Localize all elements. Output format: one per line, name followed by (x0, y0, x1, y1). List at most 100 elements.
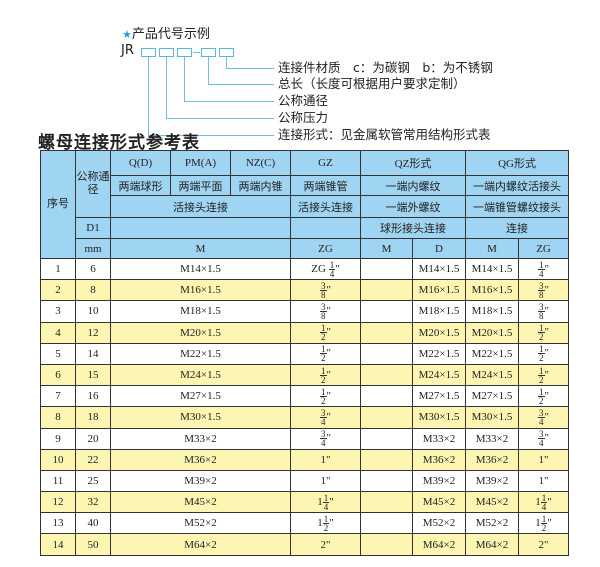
gz-cell: 1 2 " (290, 342, 361, 365)
header-qz: QZ形式 (359, 150, 467, 176)
header-q-desc: 两端球形 (110, 175, 171, 196)
m-cell: M33×2 (110, 427, 291, 450)
qz-m-cell (360, 257, 413, 281)
table-row: 9 20 M33×2 3 4 " M33×2 M33×2 3 4 " (40, 427, 570, 450)
table-row: 8 18 M30×1.5 3 4 " M30×1.5 M30×1.5 3 4 " (40, 406, 570, 429)
table-row: 11 25 M39×2 1" M39×2 M39×2 1" (40, 469, 570, 493)
m-cell: M14×1.5 (110, 257, 291, 281)
qz-m-cell (360, 321, 413, 344)
qg-m-cell: M14×1.5 (465, 257, 520, 281)
value-part: 1 (538, 453, 545, 466)
qg-zg-cell: 1 2 " (518, 363, 570, 387)
qz-d-cell: M27×1.5 (411, 385, 467, 408)
value-part: 1 (320, 453, 327, 466)
gz-cell: 1 1 4 " (290, 491, 361, 514)
nominal-cell: 8 (75, 279, 111, 302)
qg-zg-cell: 1" (518, 469, 570, 493)
gz-cell: 1 1 2 " (290, 512, 361, 535)
header-d1: D1 (75, 217, 111, 239)
gz-cell: ZG 1 4 " (290, 257, 361, 281)
seq-cell: 7 (40, 385, 76, 408)
seq-cell: 6 (40, 363, 76, 387)
qz-d-cell: M33×2 (411, 427, 467, 450)
seq-cell: 13 (40, 512, 76, 535)
header-pm: PM(A) (170, 150, 231, 176)
table-row: 3 10 M18×1.5 3 8 " M18×1.5 M18×1.5 3 8 " (40, 300, 570, 323)
value-part: 1 (317, 516, 323, 529)
m-cell: M64×2 (110, 533, 291, 556)
header-qg-desc1: 一端内螺纹活接头 (465, 175, 570, 196)
code-prefix: JR (121, 43, 134, 58)
nominal-cell: 10 (75, 300, 111, 323)
header-qg-zg: ZG (518, 238, 570, 259)
qz-m-cell (360, 469, 413, 493)
seq-cell: 9 (40, 427, 76, 450)
legend-pressure: 公称压力 (278, 110, 329, 125)
qz-d-cell: M20×1.5 (411, 321, 467, 344)
gz-cell: 1" (290, 448, 361, 471)
table-row: 5 14 M22×1.5 1 2 " M22×1.5 M22×1.5 1 2 " (40, 342, 570, 365)
qg-m-cell: M39×2 (465, 469, 520, 493)
gz-cell: 2" (290, 533, 361, 556)
qg-zg-cell: 1" (518, 448, 570, 471)
header-nz-desc: 两端内锥 (230, 175, 291, 196)
qz-m-cell (360, 342, 413, 365)
gz-cell: 3 8 " (290, 279, 361, 302)
qg-zg-cell: 3 4 " (518, 406, 570, 429)
seq-cell: 4 (40, 321, 76, 344)
legend-diameter: 公称通径 (278, 93, 329, 108)
table-row: 13 40 M52×2 1 1 2 " M52×2 M52×2 1 1 2 " (40, 512, 570, 535)
table-row: 12 32 M45×2 1 1 4 " M45×2 M45×2 1 1 4 " (40, 491, 570, 514)
seq-cell: 2 (40, 279, 76, 302)
m-cell: M39×2 (110, 469, 291, 493)
header-qz-desc1: 一端内螺纹 (359, 175, 467, 196)
gz-cell: 1" (290, 469, 361, 493)
nominal-cell: 25 (75, 469, 111, 493)
m-cell: M36×2 (110, 448, 291, 471)
qg-zg-cell: 2" (518, 533, 570, 556)
gz-cell: 1 2 " (290, 385, 361, 408)
header-zg: ZG (290, 238, 361, 259)
seq-cell: 1 (40, 257, 76, 281)
m-cell: M52×2 (110, 512, 291, 535)
qg-zg-cell: 1 2 " (518, 385, 570, 408)
table-row: 10 22 M36×2 1" M36×2 M36×2 1" (40, 448, 570, 471)
header-gz: GZ (290, 150, 361, 176)
nominal-cell: 22 (75, 448, 111, 471)
value-part: 1 (320, 474, 327, 487)
header-union: 活接头连接 (110, 195, 291, 218)
header-qg-desc3: 连接 (465, 217, 570, 239)
value-part: 2 (538, 538, 545, 551)
star-icon: ★ (122, 28, 132, 41)
qz-m-cell (360, 427, 413, 450)
qg-zg-cell: 1 4 " (518, 257, 570, 281)
seq-cell: 5 (40, 342, 76, 365)
header-qz-desc3: 球形接头连接 (359, 217, 467, 239)
header-seq: 序号 (40, 150, 76, 259)
qg-zg-cell: 1 1 4 " (518, 491, 570, 514)
gz-cell: 3 8 " (290, 300, 361, 323)
qz-m-cell (360, 385, 413, 408)
qg-m-cell: M27×1.5 (465, 385, 520, 408)
nominal-cell: 14 (75, 342, 111, 365)
qg-m-cell: M30×1.5 (465, 406, 520, 429)
m-cell: M18×1.5 (110, 300, 291, 323)
qg-m-cell: M33×2 (465, 427, 520, 450)
gz-cell: 1 2 " (290, 321, 361, 344)
m-cell: M30×1.5 (110, 406, 291, 429)
seq-cell: 12 (40, 491, 76, 514)
qz-d-cell: M18×1.5 (411, 300, 467, 323)
qz-m-cell (360, 406, 413, 429)
qz-m-cell (360, 448, 413, 471)
